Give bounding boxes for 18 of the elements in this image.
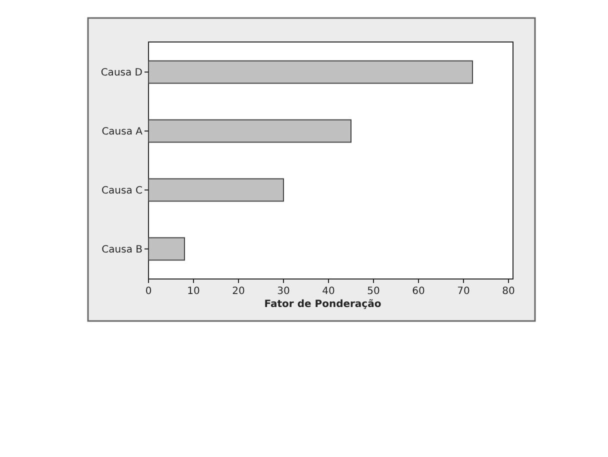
- bar: [148, 178, 284, 202]
- x-tick-label: 20: [232, 286, 245, 297]
- y-tick-label: Causa B: [102, 244, 143, 256]
- bar: [148, 119, 352, 143]
- x-tick-label: 10: [187, 286, 200, 297]
- x-tick-label: 30: [277, 286, 290, 297]
- x-tick-label: 50: [367, 286, 380, 297]
- bar: [148, 237, 185, 261]
- y-tick-label: Causa C: [102, 185, 143, 196]
- x-tick-label: 0: [145, 286, 152, 297]
- y-tick-label: Causa D: [100, 68, 143, 79]
- x-axis-title: Fator de Ponderação: [264, 299, 382, 310]
- bar: [148, 60, 473, 84]
- x-tick-label: 80: [502, 286, 515, 297]
- y-tick-label: Causa A: [102, 126, 143, 138]
- x-tick-label: 40: [322, 286, 335, 297]
- x-tick-label: 60: [412, 286, 425, 297]
- x-tick-label: 70: [457, 286, 470, 297]
